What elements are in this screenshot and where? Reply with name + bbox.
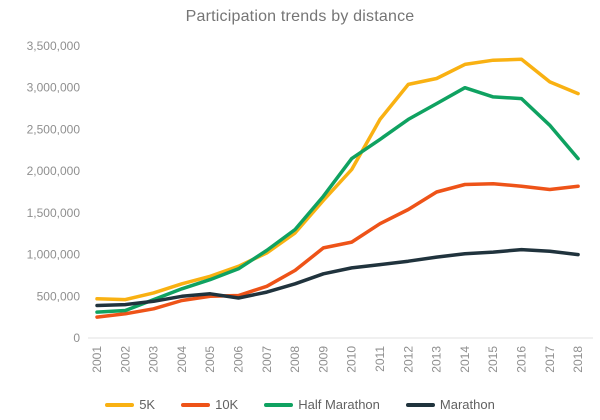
- legend-label: 10K: [215, 397, 239, 412]
- x-axis-tick-label: 2009: [316, 346, 330, 373]
- x-axis-tick-label: 2007: [260, 346, 274, 373]
- legend-line-swatch: [105, 402, 135, 407]
- legend-item-half-marathon: Half Marathon: [264, 397, 380, 412]
- legend-item-5k: 5K: [105, 397, 155, 412]
- y-axis-tick-label: 3,000,000: [27, 81, 81, 95]
- x-axis-tick-label: 2005: [203, 346, 217, 373]
- legend-item-10k: 10K: [181, 397, 238, 412]
- series-line-half-marathon: [95, 85, 580, 314]
- x-axis-tick-label: 2015: [486, 346, 500, 373]
- chart-title: Participation trends by distance: [185, 8, 415, 25]
- x-axis-tick-label: 2016: [515, 346, 529, 373]
- legend-line-swatch: [181, 402, 211, 407]
- x-axis-tick-label: 2006: [232, 346, 246, 373]
- y-axis-tick-label: 3,500,000: [27, 39, 81, 53]
- legend-line-swatch: [264, 402, 294, 407]
- x-axis-tick-label: 2003: [147, 346, 161, 373]
- legend-label: Marathon: [439, 397, 495, 412]
- legend-line-swatch: [405, 402, 435, 407]
- legend-label: 5K: [139, 397, 156, 412]
- series-line-10k: [95, 181, 580, 319]
- y-axis-tick-label: 500,000: [37, 289, 81, 303]
- x-axis-tick-label: 2014: [458, 346, 472, 373]
- x-axis-tick-label: 2004: [175, 346, 189, 373]
- series-line-marathon: [95, 247, 580, 308]
- line-chart-plot: 0 500,000 1,000,000 1,500,000 2,000,000 2,500…: [27, 39, 593, 373]
- x-axis-tick-label: 2001: [90, 346, 104, 373]
- chart-legend: 5K 10K Half Marathon Marathon: [0, 397, 600, 412]
- y-axis-tick-label: 2,500,000: [27, 122, 81, 136]
- y-axis-tick-label: 1,000,000: [27, 248, 81, 262]
- series-line-5k: [95, 57, 580, 302]
- x-axis-tick-label: 2010: [345, 346, 359, 373]
- y-axis-tick-label: 2,000,000: [27, 164, 81, 178]
- x-axis-tick-label: 2002: [118, 346, 132, 373]
- legend-item-marathon: Marathon: [405, 397, 495, 412]
- x-axis-tick-label: 2018: [571, 346, 585, 373]
- x-axis-tick-label: 2008: [288, 346, 302, 373]
- x-axis-tick-label: 2013: [430, 346, 444, 373]
- y-axis-tick-label: 0: [73, 331, 80, 345]
- x-axis-tick-label: 2012: [401, 346, 415, 373]
- y-axis-tick-label: 1,500,000: [27, 206, 81, 220]
- x-axis-tick-label: 2017: [543, 346, 557, 373]
- legend-label: Half Marathon: [298, 397, 380, 412]
- x-axis-tick-label: 2011: [373, 346, 387, 372]
